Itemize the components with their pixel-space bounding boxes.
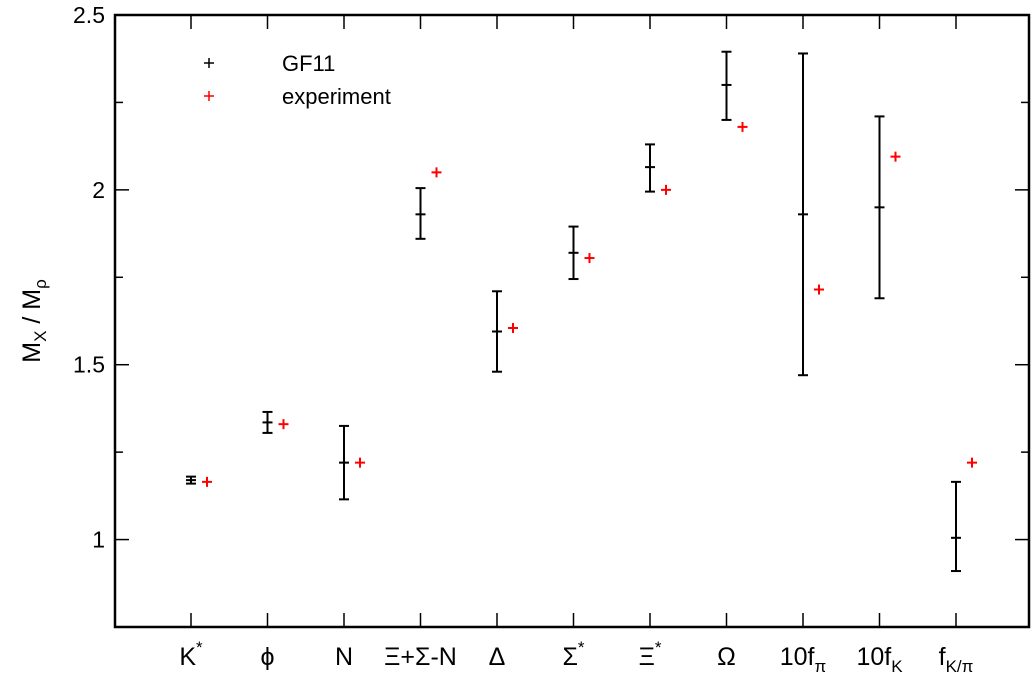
gf11-point: [645, 143, 655, 193]
experiment-point: [661, 184, 671, 195]
gf11-point: [874, 115, 885, 300]
experiment-point: [584, 253, 595, 264]
x-category-label: Ξ*: [639, 638, 662, 671]
y-axis-label-sub1: X: [31, 331, 50, 342]
gf11-point: [339, 424, 349, 501]
x-category-label: Ξ+Σ-N: [384, 643, 457, 671]
x-axis-category-labels: K* ϕ N Ξ+Σ-N Δ Σ* Ξ* Ω 10fπ 10fK fK/π: [179, 638, 973, 676]
y-axis-label-sub2: ρ: [31, 279, 50, 289]
x-category-label: fK/π: [939, 643, 974, 676]
legend: GF11 experiment: [204, 51, 391, 109]
legend-marker-gf11: [204, 58, 214, 68]
y-tick-label: 1.5: [73, 352, 105, 378]
experiment-point: [431, 167, 442, 178]
legend-marker-experiment: [204, 91, 214, 101]
y-tick-label: 1: [92, 527, 105, 553]
gf11-point: [721, 50, 732, 121]
experiment-point: [278, 419, 289, 430]
gf11-point: [798, 52, 808, 377]
y-axis-label-mid: / M: [18, 289, 46, 331]
gf11-point: [262, 410, 273, 434]
y-axis-tick-labels: 1 1.5 2 2.5: [73, 2, 105, 553]
experiment-point: [967, 457, 977, 468]
gf11-point: [186, 475, 196, 485]
y-tick-label: 2: [92, 177, 105, 203]
legend-label-gf11: GF11: [282, 51, 335, 76]
x-category-label: 10fK: [856, 643, 903, 676]
gf11-point: [492, 290, 502, 373]
x-category-label: 10fπ: [780, 643, 827, 676]
series-gf11: [186, 50, 961, 573]
gf11-point: [568, 225, 579, 281]
x-category-label: ϕ: [260, 643, 274, 671]
x-category-label: K*: [179, 638, 203, 671]
experiment-point: [355, 457, 365, 468]
x-axis-ticks: [190, 15, 957, 627]
x-category-label: Σ*: [562, 638, 584, 671]
x-category-label: N: [335, 643, 353, 671]
y-tick-label: 2.5: [73, 2, 105, 28]
y-axis-ticks: [115, 14, 1029, 628]
experiment-point: [737, 121, 748, 132]
experiment-point: [202, 476, 212, 487]
gf11-point: [951, 480, 961, 573]
x-category-label: Ω: [717, 643, 736, 671]
series-experiment: [202, 121, 977, 487]
y-axis-label-main: M: [18, 342, 46, 363]
experiment-point: [508, 322, 518, 333]
legend-label-experiment: experiment: [282, 84, 391, 109]
experiment-point: [814, 284, 824, 295]
gf11-point: [415, 187, 426, 240]
y-axis-label: MX / Mρ: [18, 279, 50, 363]
experiment-point: [890, 151, 901, 162]
plot-frame: [113, 13, 1031, 629]
x-category-label: Δ: [489, 643, 506, 671]
